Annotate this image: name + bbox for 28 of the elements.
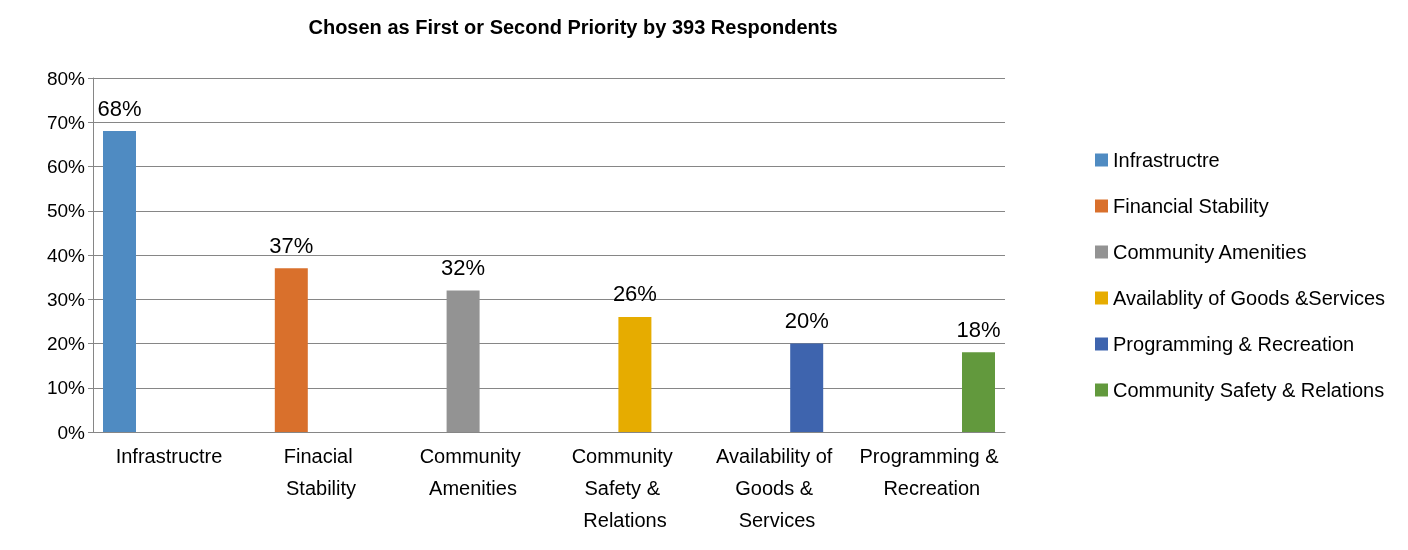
data-label: 20% <box>784 308 829 333</box>
x-tick-label: Community Amenities <box>419 445 527 499</box>
y-tick-label: 40% <box>46 244 86 266</box>
legend-label: Community Safety & Relations <box>1113 379 1385 401</box>
y-tick-label: 70% <box>46 111 86 133</box>
y-tick-label: 60% <box>46 156 86 177</box>
data-label: 26% <box>612 281 657 307</box>
legend-label: Programming & Recreation <box>1113 333 1355 355</box>
y-tick-label: 30% <box>46 288 86 310</box>
legend-label: Community Amenities <box>1113 241 1307 263</box>
y-tick-label: 80% <box>46 67 86 89</box>
x-tick-label: Programming & Recreation <box>859 445 1000 499</box>
legend-label: Financial Stability <box>1113 195 1269 217</box>
y-tick-label: 50% <box>46 200 86 222</box>
legend-label: Infrastructre <box>1113 149 1220 171</box>
data-label: 32% <box>441 254 486 280</box>
y-tick-label: 20% <box>46 333 86 354</box>
x-tick-label: Infrastructre <box>115 445 223 467</box>
chart-title: Chosen as First or Second Priority by 393 Respondents <box>308 16 838 38</box>
legend-label: Availablity of Goods &Services <box>1113 287 1385 309</box>
y-tick-label: 10% <box>46 377 86 399</box>
data-label: 37% <box>269 232 314 258</box>
x-tick-label: Availability of Goods & Services <box>716 445 838 531</box>
data-label: 68% <box>97 95 142 121</box>
y-tick-label: 0% <box>57 421 86 443</box>
x-tick-label: Finacial Stability <box>283 445 359 499</box>
x-tick-label: Community Safety & Relations <box>571 445 679 531</box>
data-label: 18% <box>956 316 1001 342</box>
